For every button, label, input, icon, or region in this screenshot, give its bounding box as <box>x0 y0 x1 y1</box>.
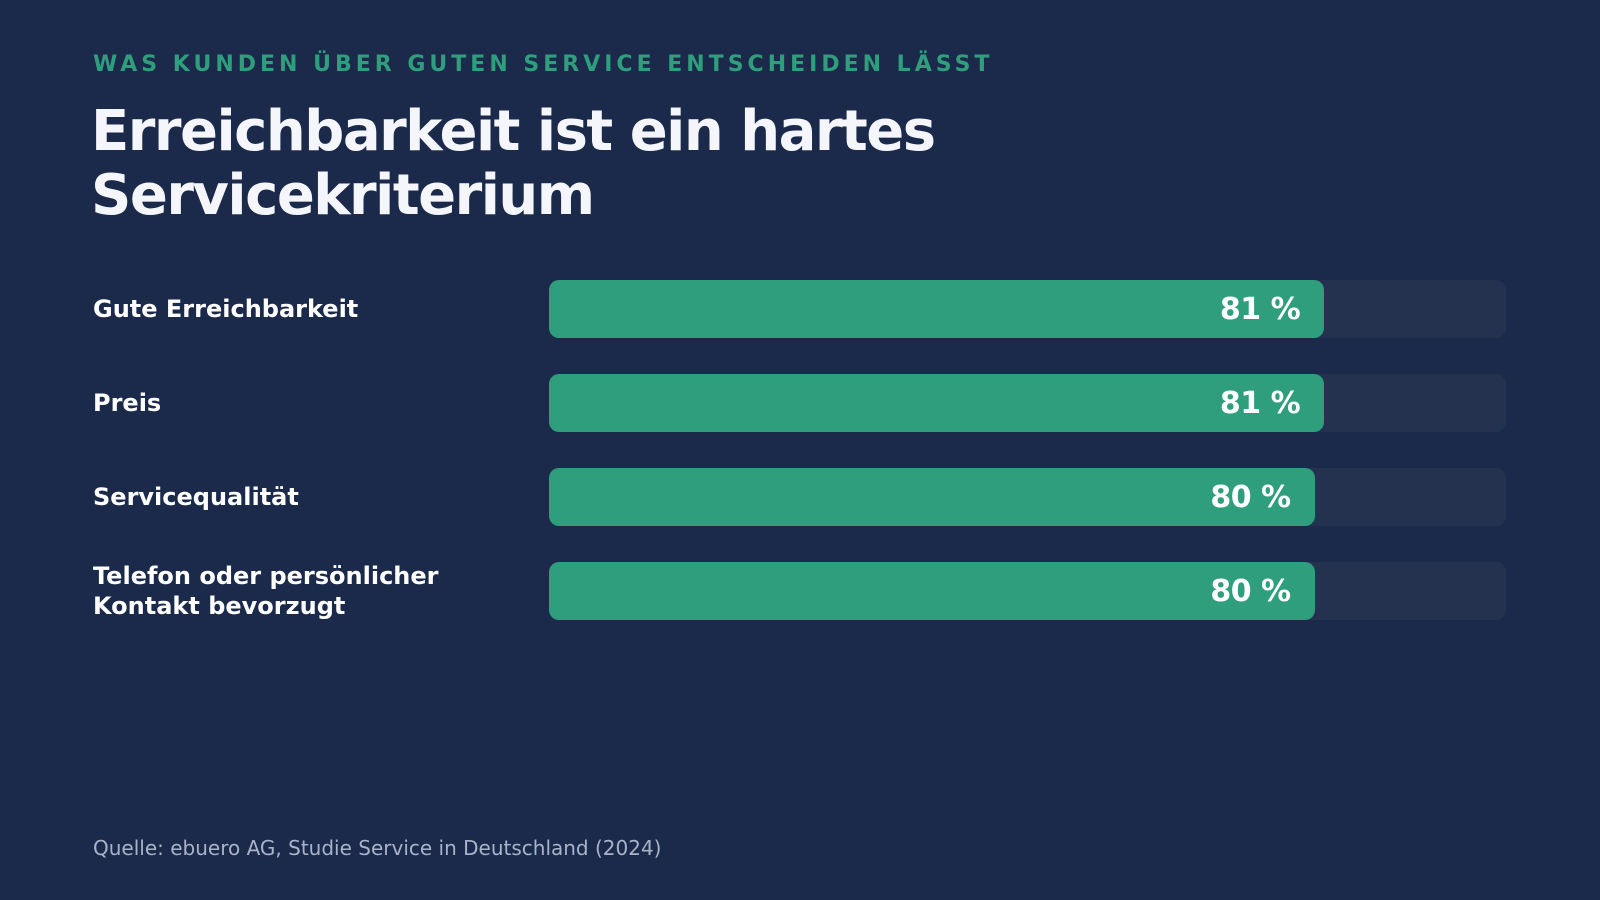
bar-value-label: 81 % <box>1219 291 1301 327</box>
bar: 80 % <box>549 562 1315 620</box>
bar: 81 % <box>549 374 1325 432</box>
title-line-1: Erreichbarkeit ist ein hartes <box>91 99 936 164</box>
bar-value-label: 81 % <box>1219 385 1301 421</box>
bar-label: Servicequalität <box>93 483 299 511</box>
bar-label: Telefon oder persönlicher Kontakt bevorz… <box>93 562 439 620</box>
bar-track: 81 % <box>549 374 1506 432</box>
bar-row: Gute Erreichbarkeit 81 % <box>0 280 1600 338</box>
bar: 80 % <box>549 468 1315 526</box>
eyebrow-heading: WAS KUNDEN ÜBER GUTEN SERVICE ENTSCHEIDE… <box>93 52 994 77</box>
bar-row: Servicequalität 80 % <box>0 468 1600 526</box>
bar-row: Telefon oder persönlicher Kontakt bevorz… <box>0 562 1600 620</box>
bar-label: Gute Erreichbarkeit <box>93 295 359 323</box>
page-title: Erreichbarkeit ist ein hartes Servicekri… <box>91 100 1191 228</box>
bar-track: 80 % <box>549 468 1506 526</box>
bar-value-label: 80 % <box>1210 573 1291 609</box>
bar-label: Preis <box>93 389 162 417</box>
bar: 81 % <box>549 280 1325 338</box>
bar-track: 81 % <box>549 280 1506 338</box>
source-note: Quelle: ebuero AG, Studie Service in Deu… <box>93 836 662 860</box>
bar-track: 80 % <box>549 562 1506 620</box>
bar-row: Preis 81 % <box>0 374 1600 432</box>
title-line-2: Servicekriterium <box>91 163 595 228</box>
bar-value-label: 80 % <box>1210 479 1291 515</box>
